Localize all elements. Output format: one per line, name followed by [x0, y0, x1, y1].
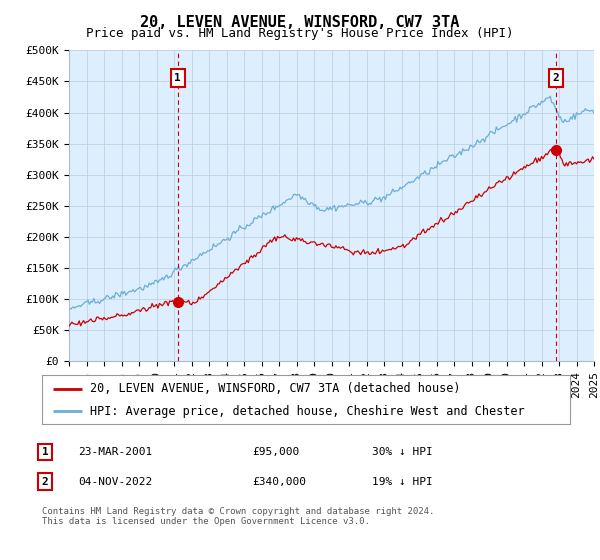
Text: 2: 2: [41, 477, 49, 487]
Text: HPI: Average price, detached house, Cheshire West and Chester: HPI: Average price, detached house, Ches…: [89, 405, 524, 418]
Text: £95,000: £95,000: [252, 447, 299, 457]
Text: 2: 2: [553, 73, 560, 83]
Text: Price paid vs. HM Land Registry's House Price Index (HPI): Price paid vs. HM Land Registry's House …: [86, 27, 514, 40]
Text: £340,000: £340,000: [252, 477, 306, 487]
Text: 1: 1: [41, 447, 49, 457]
Text: Contains HM Land Registry data © Crown copyright and database right 2024.
This d: Contains HM Land Registry data © Crown c…: [42, 507, 434, 526]
Text: 20, LEVEN AVENUE, WINSFORD, CW7 3TA (detached house): 20, LEVEN AVENUE, WINSFORD, CW7 3TA (det…: [89, 382, 460, 395]
Text: 23-MAR-2001: 23-MAR-2001: [78, 447, 152, 457]
Text: 04-NOV-2022: 04-NOV-2022: [78, 477, 152, 487]
Text: 20, LEVEN AVENUE, WINSFORD, CW7 3TA: 20, LEVEN AVENUE, WINSFORD, CW7 3TA: [140, 15, 460, 30]
Text: 1: 1: [175, 73, 181, 83]
Text: 30% ↓ HPI: 30% ↓ HPI: [372, 447, 433, 457]
Text: 19% ↓ HPI: 19% ↓ HPI: [372, 477, 433, 487]
